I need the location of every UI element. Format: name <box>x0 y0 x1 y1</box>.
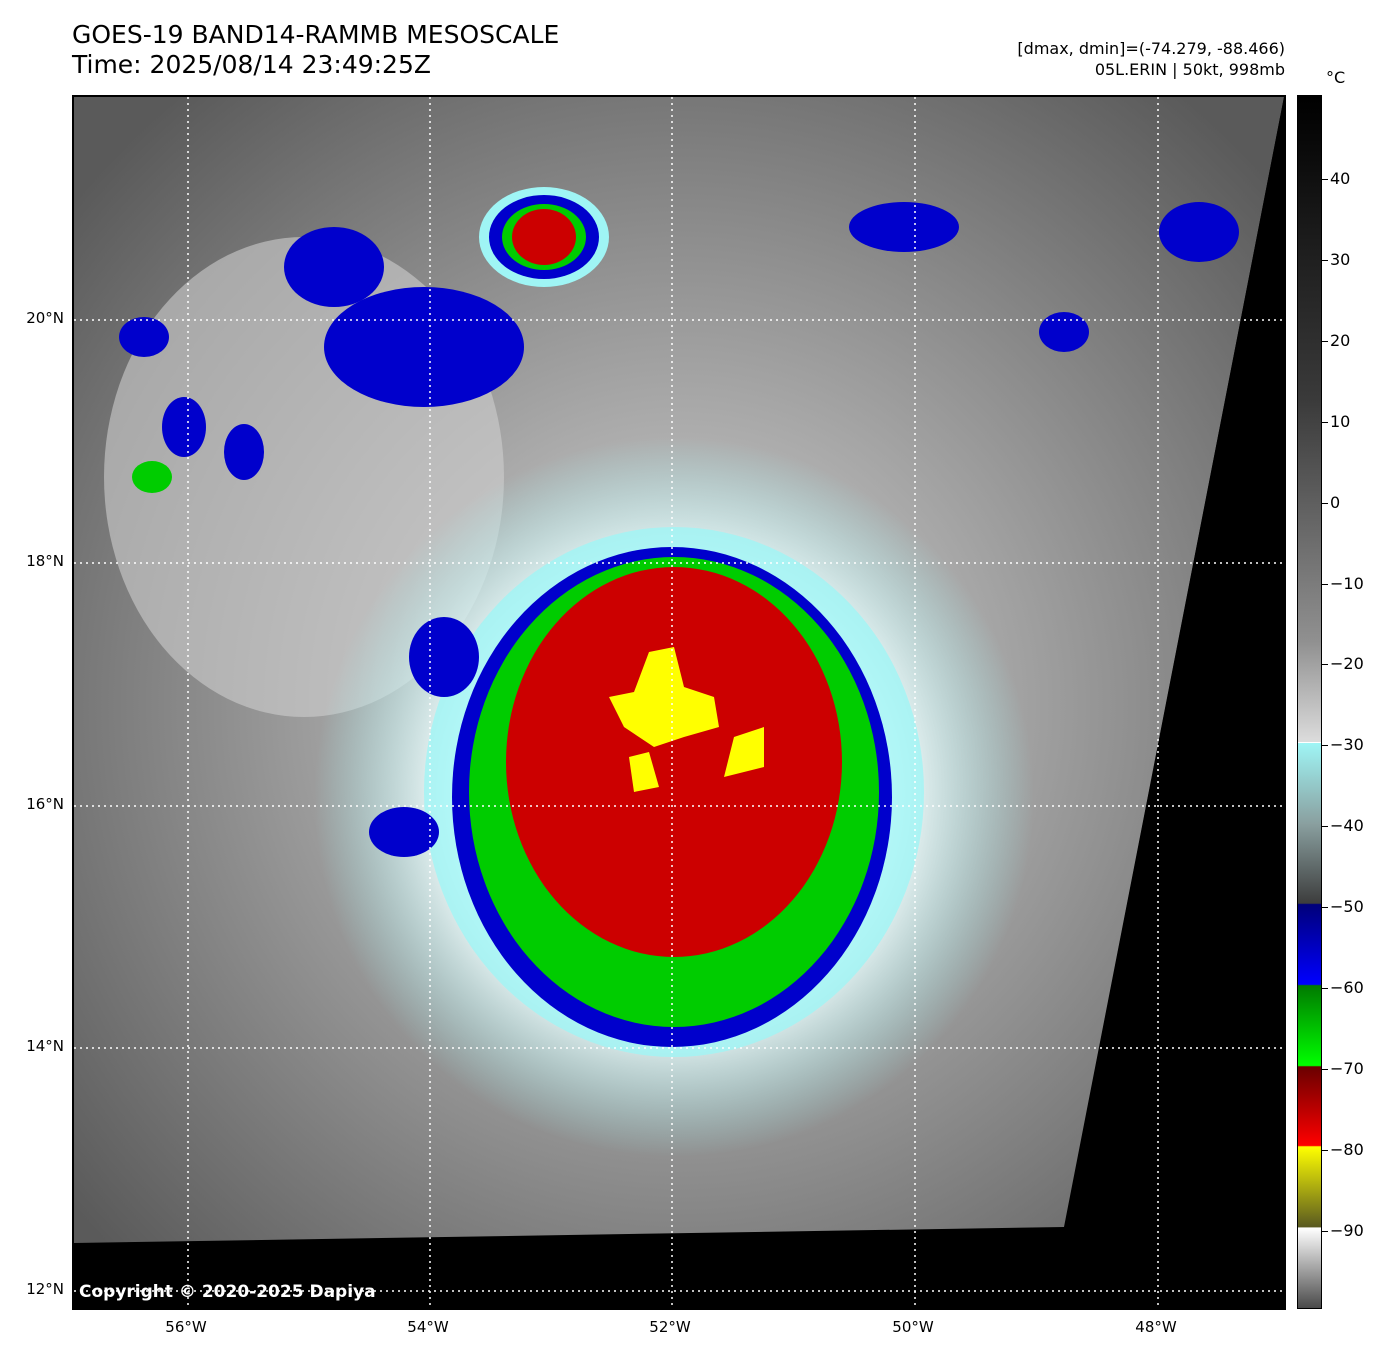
colorbar-tick <box>1322 826 1328 827</box>
lon-label: 52°W <box>649 1318 691 1336</box>
colorbar-tick <box>1322 503 1328 504</box>
colorbar-tick-label: −40 <box>1330 816 1364 835</box>
storm-text: 05L.ERIN | 50kt, 998mb <box>1094 60 1285 79</box>
colorbar-tick <box>1322 1069 1328 1070</box>
satellite-map: Copyright © 2020-2025 Dapiya <box>72 95 1286 1310</box>
colorbar-tick <box>1322 1231 1328 1232</box>
lon-label: 56°W <box>165 1318 207 1336</box>
colorbar-tick-label: −30 <box>1330 735 1364 754</box>
convective-cell <box>324 287 524 407</box>
lat-label: 18°N <box>26 552 64 570</box>
satellite-imagery <box>74 97 1284 1308</box>
colorbar-tick-label: −50 <box>1330 897 1364 916</box>
colorbar-tick <box>1322 664 1328 665</box>
storm-red-core <box>506 567 842 957</box>
convective-cell-core <box>512 209 576 265</box>
lat-label: 16°N <box>26 795 64 813</box>
lon-label: 50°W <box>892 1318 934 1336</box>
graticule <box>74 97 1284 1308</box>
colorbar-tick <box>1322 179 1328 180</box>
colorbar-tick-label: 30 <box>1330 250 1351 269</box>
storm-band <box>409 617 479 697</box>
colorbar-tick <box>1322 988 1328 989</box>
colorbar-tick <box>1322 422 1328 423</box>
colorbar-tick <box>1322 907 1328 908</box>
convective-cell <box>132 461 172 493</box>
copyright-text: Copyright © 2020-2025 Dapiya <box>79 1282 376 1302</box>
title-line-1: GOES-19 BAND14-RAMMB MESOSCALE <box>72 20 560 49</box>
range-text: [dmax, dmin]=(-74.279, -88.466) <box>1017 39 1285 58</box>
colorbar-tick-label: 20 <box>1330 331 1351 350</box>
lon-label: 48°W <box>1135 1318 1177 1336</box>
temperature-colorbar <box>1297 95 1322 1309</box>
colorbar-tick-label: 10 <box>1330 412 1351 431</box>
colorbar-tick-label: −10 <box>1330 574 1364 593</box>
convective-cell <box>162 397 206 457</box>
title-line-2: Time: 2025/08/14 23:49:25Z <box>72 50 431 79</box>
colorbar-tick-label: −80 <box>1330 1140 1364 1159</box>
figure-title: GOES-19 BAND14-RAMMB MESOSCALE Time: 202… <box>72 20 559 80</box>
colorbar-tick-label: 40 <box>1330 169 1351 188</box>
no-data-region-east <box>1064 97 1284 1237</box>
convective-cell <box>1039 312 1089 352</box>
convective-cell <box>1159 202 1239 262</box>
colorbar-tick-label: −60 <box>1330 978 1364 997</box>
lat-label: 12°N <box>26 1280 64 1298</box>
colorbar-tick-label: −70 <box>1330 1059 1364 1078</box>
colorbar-tick-label: −90 <box>1330 1221 1364 1240</box>
colorbar-tick <box>1322 584 1328 585</box>
lat-label: 20°N <box>26 309 64 327</box>
convective-cell <box>849 202 959 252</box>
colorbar-tick-label: −20 <box>1330 654 1364 673</box>
storm-coldest-tops <box>609 647 719 747</box>
colorbar-unit: °C <box>1326 68 1346 87</box>
convective-cell <box>119 317 169 357</box>
convective-cell <box>284 227 384 307</box>
lon-label: 54°W <box>407 1318 449 1336</box>
lat-label: 14°N <box>26 1037 64 1055</box>
colorbar-tick <box>1322 745 1328 746</box>
colorbar-tick <box>1322 260 1328 261</box>
colorbar-tick-label: 0 <box>1330 493 1341 512</box>
storm-coldest-tops <box>629 752 659 792</box>
storm-band <box>369 807 439 857</box>
storm-info: [dmax, dmin]=(-74.279, -88.466) 05L.ERIN… <box>1017 38 1285 80</box>
colorbar-tick <box>1322 341 1328 342</box>
storm-coldest-tops <box>724 727 764 777</box>
convective-cell <box>224 424 264 480</box>
colorbar-tick <box>1322 1150 1328 1151</box>
